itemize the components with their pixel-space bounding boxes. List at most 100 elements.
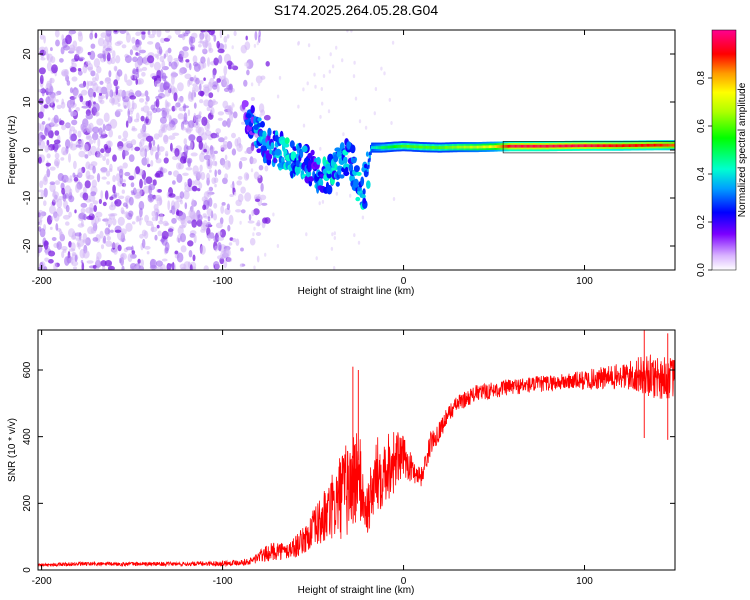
noise-blob — [388, 97, 391, 102]
ridge-segment — [598, 144, 600, 148]
ridge-segment — [437, 146, 440, 149]
noise-blob — [150, 160, 154, 167]
noise-blob — [190, 141, 194, 149]
noise-blob — [232, 103, 235, 108]
noise-blob — [174, 30, 181, 35]
ridge-segment — [606, 144, 609, 148]
ridge-blob — [364, 163, 368, 169]
noise-blob — [349, 193, 352, 198]
noise-blob — [47, 147, 51, 151]
ridge-segment — [608, 144, 611, 148]
noise-blob — [142, 185, 151, 194]
snr-panel: -200 -100 0 100 0 200 400 600 Height of straig… — [7, 329, 676, 596]
noise-blob — [44, 257, 49, 262]
ridge-segment — [566, 144, 569, 148]
ridge-segment — [586, 144, 588, 148]
noise-blob — [214, 262, 220, 270]
noise-blob — [322, 74, 326, 78]
noise-blob — [172, 155, 179, 161]
noise-blob — [81, 262, 85, 270]
noise-blob — [52, 197, 59, 203]
ridge-blob — [267, 127, 272, 137]
ridge-segment — [632, 144, 635, 147]
ridge-segment — [434, 146, 436, 149]
noise-blob — [65, 34, 72, 45]
noise-blob — [143, 230, 149, 239]
ridge-segment — [628, 144, 631, 147]
ridge-segment — [667, 143, 670, 147]
noise-blob — [253, 208, 260, 216]
noise-blob — [374, 87, 378, 91]
ridge-segment — [671, 143, 674, 147]
noise-blob — [69, 87, 74, 94]
noise-blob — [73, 160, 77, 170]
noise-blob — [246, 69, 250, 76]
ridge-segment — [554, 144, 557, 148]
noise-blob — [59, 120, 65, 126]
ridge-segment — [591, 144, 594, 148]
noise-blob — [174, 104, 178, 111]
noise-blob — [145, 95, 150, 102]
noise-blob — [213, 150, 218, 154]
noise-blob — [237, 193, 244, 203]
spectrogram-y-ticks: -20 -10 0 10 20 — [22, 48, 675, 253]
ridge-segment — [447, 146, 449, 149]
noise-blob — [156, 265, 164, 270]
noise-blob — [56, 161, 60, 169]
noise-blob — [216, 40, 220, 49]
noise-blob — [224, 160, 231, 170]
noise-blob — [152, 179, 157, 186]
ridge-segment — [480, 145, 483, 149]
noise-blob — [117, 216, 125, 226]
noise-blob — [243, 79, 248, 87]
ridge-segment — [500, 145, 503, 148]
noise-blob — [183, 112, 188, 122]
noise-blob — [240, 247, 244, 252]
noise-blob — [92, 237, 99, 242]
noise-blob — [320, 87, 323, 91]
noise-blob — [90, 227, 97, 234]
noise-blob — [38, 97, 44, 105]
ridge-segment — [640, 144, 643, 147]
noise-blob — [157, 230, 162, 237]
noise-blob — [172, 132, 180, 136]
noise-blob — [335, 45, 338, 50]
noise-blob — [51, 64, 58, 74]
noise-blob — [38, 243, 42, 251]
noise-blob — [103, 39, 110, 46]
noise-blob — [153, 133, 160, 140]
noise-blob — [96, 118, 104, 126]
noise-blob — [193, 234, 197, 244]
ridge-segment — [616, 144, 619, 148]
ridge-segment — [605, 144, 608, 148]
noise-blob — [220, 144, 227, 151]
noise-blob — [38, 138, 43, 143]
noise-blob — [254, 30, 258, 41]
noise-blob — [117, 166, 120, 171]
noise-blob — [47, 117, 51, 121]
noise-blob — [75, 46, 84, 54]
snr-x-label: Height of straight line (km) — [298, 585, 415, 596]
noise-blob — [162, 134, 169, 143]
noise-blob — [341, 58, 344, 63]
noise-blob — [328, 69, 331, 74]
noise-blob — [44, 144, 49, 153]
noise-blob — [161, 60, 166, 70]
noise-blob — [110, 242, 118, 248]
noise-blob — [313, 72, 316, 77]
noise-blob — [144, 214, 150, 223]
noise-blob — [330, 246, 334, 251]
ridge-blob — [257, 117, 262, 122]
noise-blob — [182, 172, 189, 176]
ridge-segment — [397, 145, 399, 148]
noise-blob — [114, 229, 122, 233]
noise-blob — [217, 231, 223, 236]
noise-blob — [223, 260, 228, 269]
noise-blob — [278, 75, 282, 80]
noise-blob — [352, 74, 356, 79]
ridge-segment — [572, 144, 574, 148]
ridge-segment — [670, 143, 673, 147]
ridge-segment — [418, 145, 421, 149]
noise-blob — [209, 149, 215, 160]
noise-blob — [53, 262, 58, 270]
